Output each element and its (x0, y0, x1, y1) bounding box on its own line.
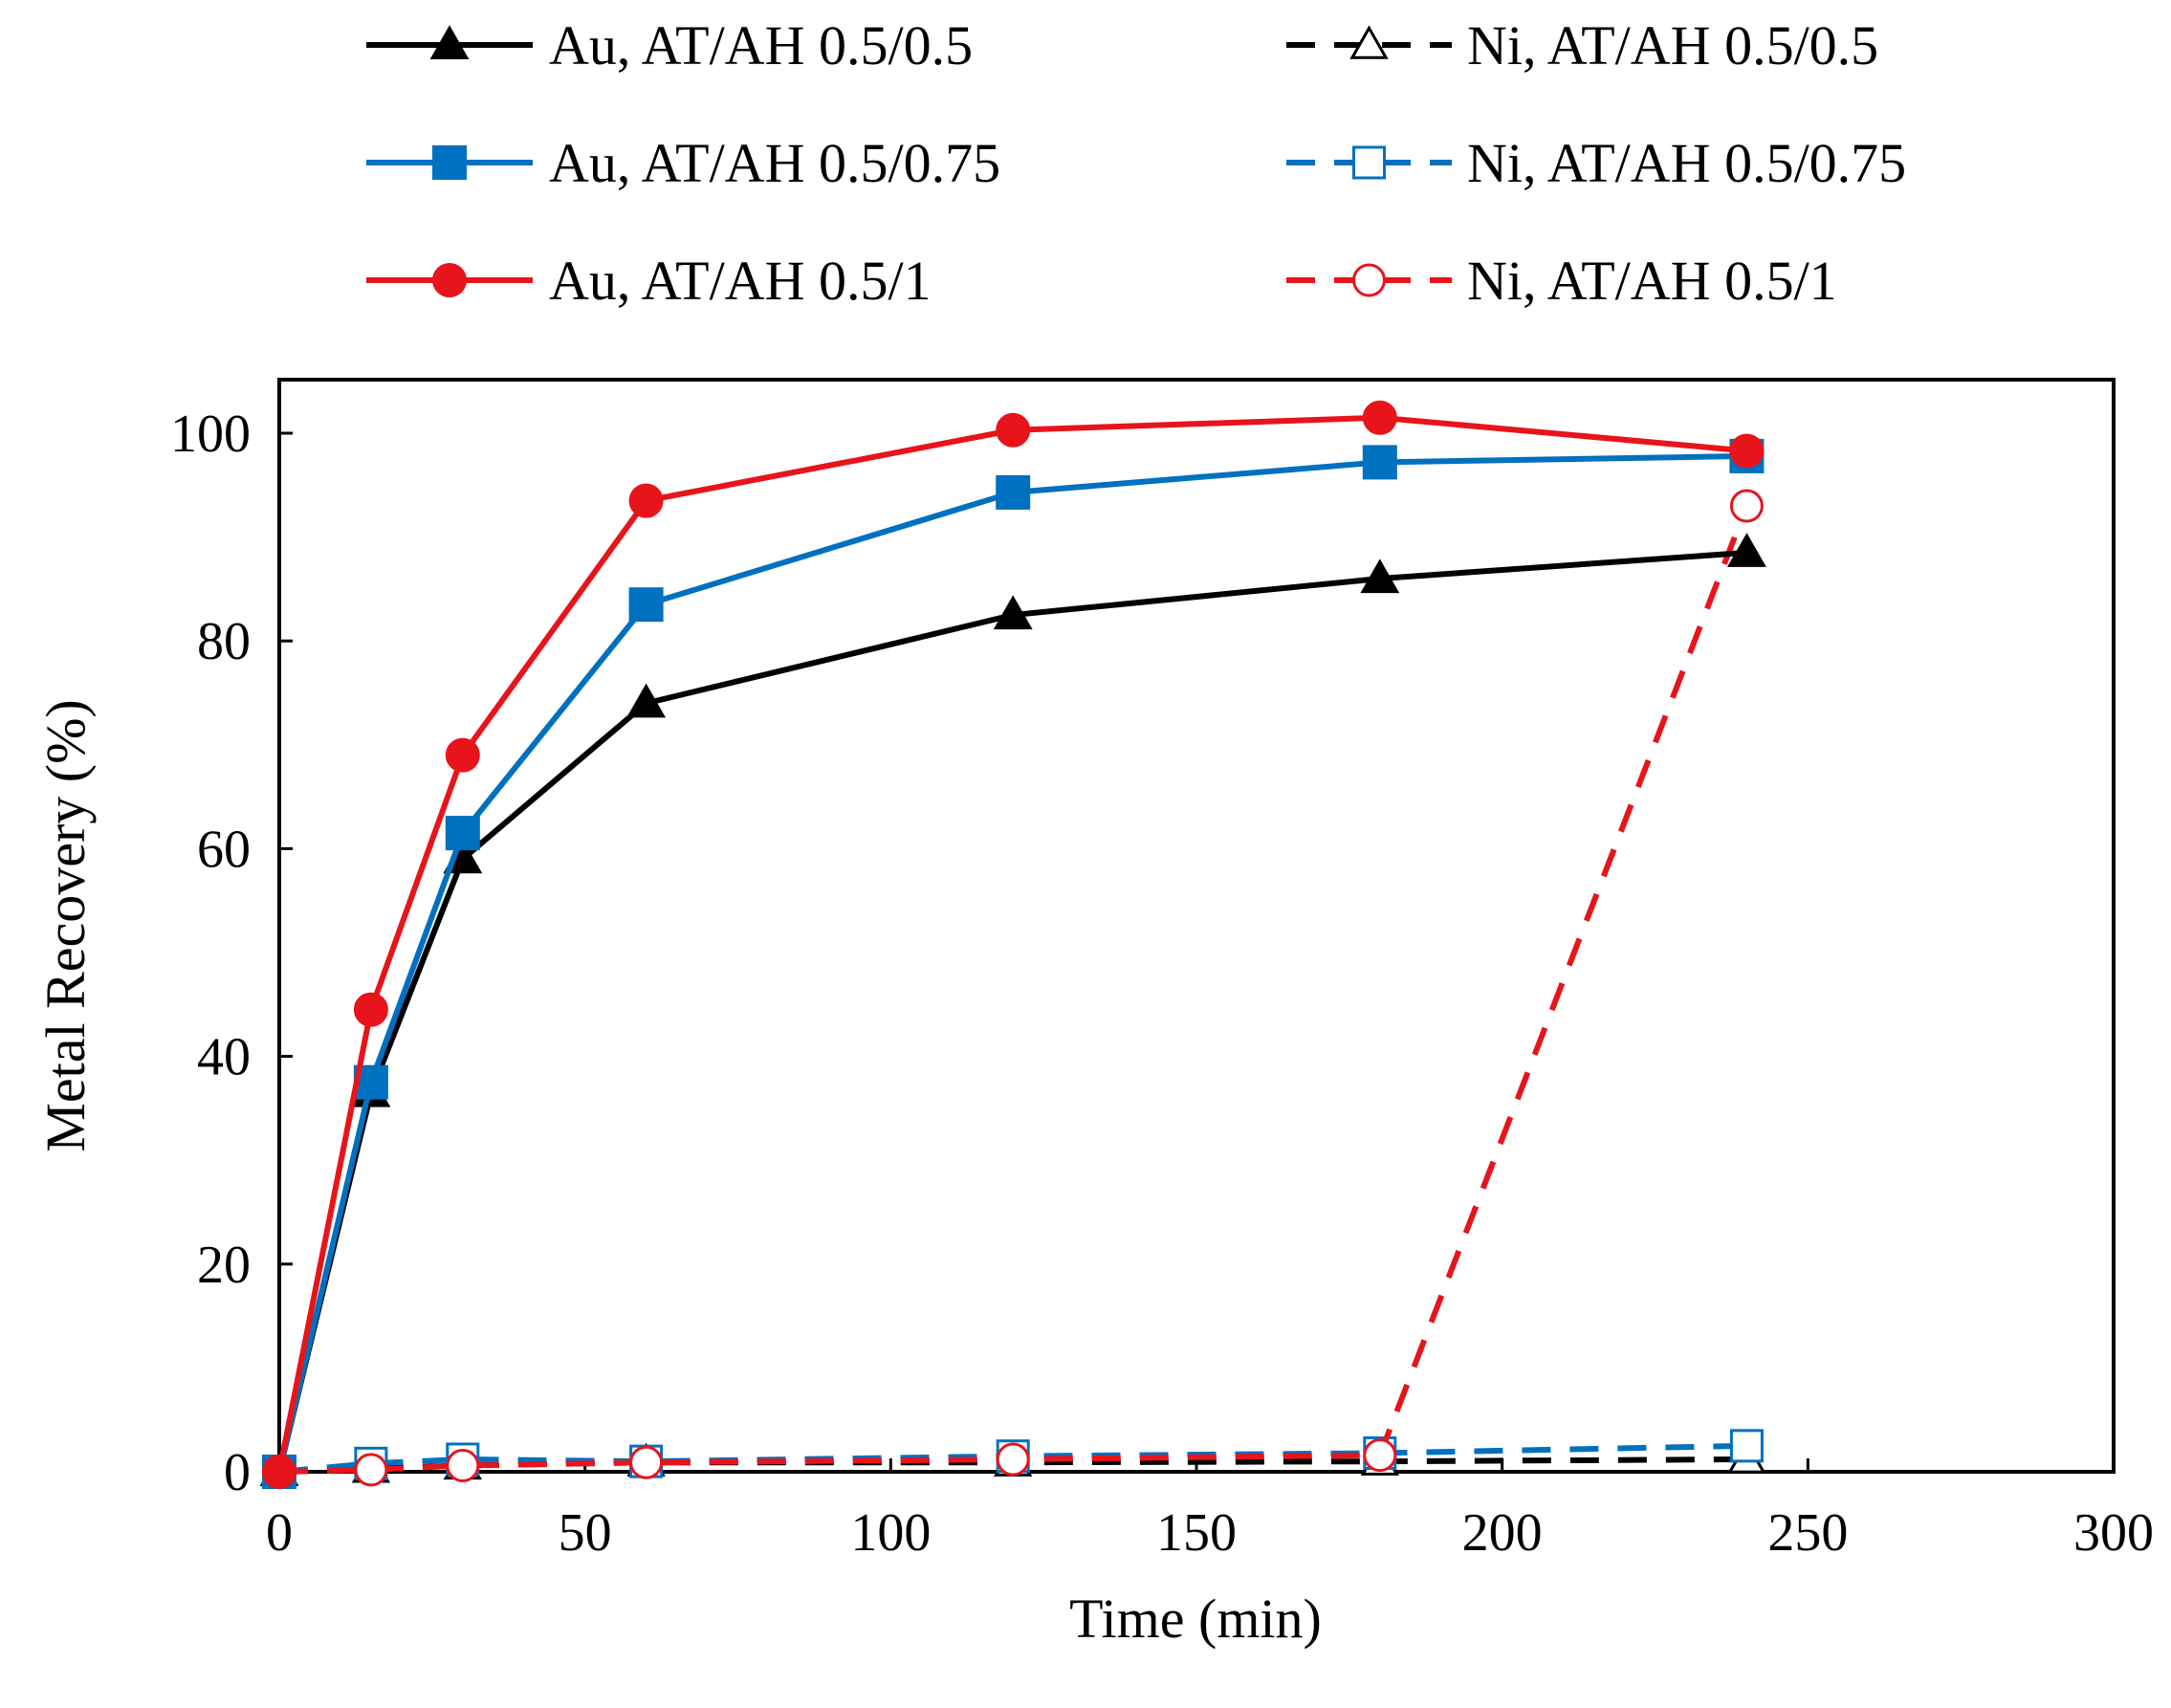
legend-marker (1352, 145, 1386, 180)
legend-item-ni-at-ah-0-5-1: Ni, AT/AH 0.5/1 (1286, 250, 1837, 312)
data-point (993, 595, 1033, 630)
series-ni-at-ah-0-5-1 (262, 489, 1764, 1489)
data-point (1362, 400, 1397, 435)
data-point (445, 816, 480, 851)
legend-marker (1349, 25, 1389, 59)
data-point (996, 412, 1031, 448)
x-tick-label: 250 (1767, 1503, 1848, 1563)
legend-marker (432, 263, 467, 297)
series-layer (259, 400, 1766, 1489)
y-axis-title: Metal Recovery (%) (34, 699, 97, 1151)
data-point (1726, 533, 1766, 567)
legend-label: Ni, AT/AH 0.5/0.75 (1467, 132, 1906, 194)
data-point (629, 1445, 664, 1479)
legend-item-au-at-ah-0-5-1: Au, AT/AH 0.5/1 (366, 250, 932, 312)
x-axis-title: Time (min) (1069, 1588, 1322, 1650)
plot-frame (277, 378, 2116, 1474)
legend-item-au-at-ah-0-5-0-5: Au, AT/AH 0.5/0.5 (366, 14, 973, 77)
data-point (628, 483, 664, 518)
data-point (446, 1448, 480, 1482)
data-point (626, 683, 667, 718)
legend-label: Au, AT/AH 0.5/0.5 (549, 14, 973, 77)
legend-marker (432, 145, 467, 180)
legend-marker (1352, 263, 1386, 297)
legend: Au, AT/AH 0.5/0.5 Ni, AT/AH 0.5/0.5 Au, AT… (366, 14, 1906, 312)
data-point (1363, 1438, 1397, 1473)
x-tick-label: 200 (1462, 1503, 1543, 1563)
data-point (996, 1442, 1030, 1477)
legend-marker (429, 25, 470, 60)
legend-label: Ni, AT/AH 0.5/1 (1467, 250, 1837, 312)
series-au-at-ah-0-5-1 (262, 400, 1765, 1489)
data-point (1360, 558, 1400, 594)
x-tick-label: 150 (1156, 1503, 1237, 1563)
x-tick-label: 50 (559, 1503, 612, 1563)
data-point (262, 1455, 296, 1489)
legend-label: Au, AT/AH 0.5/0.75 (549, 132, 1000, 194)
axes: 0 50 100 150 200 250 300 0 20 40 60 80 100 (170, 405, 2154, 1563)
data-point (445, 737, 480, 773)
y-tick-label: 40 (197, 1028, 251, 1087)
data-point (1729, 489, 1764, 523)
x-tick-label: 0 (266, 1503, 293, 1563)
data-point (1362, 445, 1397, 480)
legend-label: Ni, AT/AH 0.5/0.5 (1467, 14, 1878, 77)
y-tick-label: 100 (170, 405, 251, 464)
y-tick-label: 0 (224, 1443, 251, 1502)
data-point (354, 1453, 388, 1487)
y-tick-label: 20 (197, 1236, 251, 1295)
legend-item-ni-at-ah-0-5-0-75: Ni, AT/AH 0.5/0.75 (1286, 132, 1906, 194)
y-tick-label: 80 (197, 612, 251, 671)
y-tick-label: 60 (197, 820, 251, 879)
data-point (628, 587, 664, 623)
legend-item-au-at-ah-0-5-0-75: Au, AT/AH 0.5/0.75 (366, 132, 1000, 194)
x-tick-label: 100 (850, 1503, 931, 1563)
data-point (1729, 433, 1765, 469)
x-tick-label: 300 (2073, 1503, 2154, 1563)
data-point (996, 474, 1031, 510)
legend-item-ni-at-ah-0-5-0-5: Ni, AT/AH 0.5/0.5 (1286, 14, 1878, 77)
data-point (1729, 1429, 1764, 1463)
data-point (353, 992, 388, 1027)
legend-label: Au, AT/AH 0.5/1 (549, 250, 932, 312)
